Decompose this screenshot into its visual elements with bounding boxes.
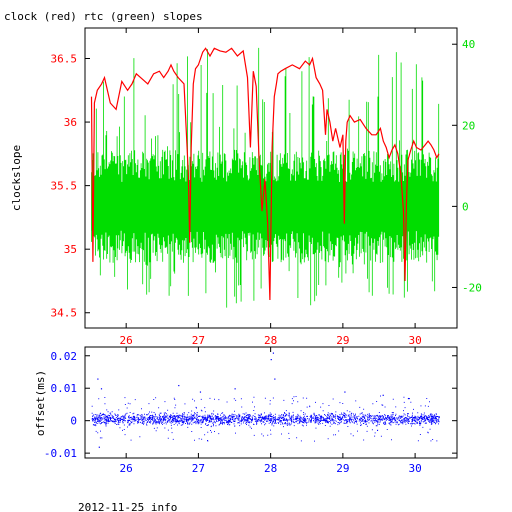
bottom-x-tick-label: 29	[336, 462, 349, 475]
offset-outlier-point	[272, 352, 275, 354]
offset-panel: 26 27 28 29 30 -0.01 0 0.01 0.02 offset(ms)	[34, 346, 458, 475]
top-left-y-axis: 34.5 35 35.5 36 36.5	[51, 53, 90, 320]
bottom-x-tick-label: 28	[264, 462, 277, 475]
offset-outlier-point	[178, 384, 180, 387]
top-x-tick-label: 30	[408, 334, 421, 347]
bottom-y-axis: -0.01 0 0.01 0.02	[44, 350, 457, 460]
chart-title: clock (red) rtc (green) slopes	[4, 10, 203, 23]
offset-plot-frame	[84, 346, 458, 459]
bottom-y-tick-label: 0.02	[51, 350, 78, 363]
offset-points	[91, 395, 440, 442]
top-y-tick-label: 36	[64, 116, 77, 129]
clock-series-red	[90, 47, 440, 301]
offset-outlier-point	[234, 388, 236, 390]
top-y2-tick-label: 40	[462, 38, 475, 51]
top-x-axis: 26 27 28 29 30	[120, 28, 422, 347]
slope-panel: 26 27 28 29 30 34.5 35 35.5 36 36.5 -20 0 20 40 clo…	[10, 27, 482, 347]
offset-outlier-point	[344, 391, 346, 393]
offset-series-blue	[91, 352, 440, 448]
offset-outlier-point	[97, 378, 99, 380]
offset-outlier-point	[382, 394, 384, 396]
top-y-tick-label: 34.5	[51, 307, 78, 320]
bottom-x-tick-label: 27	[192, 462, 205, 475]
bottom-x-tick-label: 26	[120, 462, 133, 475]
footer-date-info: 2012-11-25 info	[78, 501, 177, 512]
top-x-tick-label: 27	[192, 334, 205, 347]
offset-outlier-point	[100, 388, 103, 390]
top-y-axis-label: clockslope	[10, 145, 23, 211]
top-y-tick-label: 35	[64, 243, 77, 256]
offset-outlier-point	[270, 359, 272, 361]
bottom-y-axis-label: offset(ms)	[34, 370, 47, 436]
top-right-y-axis: -20 0 20 40	[452, 38, 482, 294]
offset-outlier-point	[98, 446, 100, 448]
top-x-tick-label: 29	[336, 334, 349, 347]
rtc-band-strokes	[91, 47, 440, 308]
offset-outlier-point	[407, 397, 410, 400]
top-y2-tick-label: 20	[462, 119, 475, 132]
bottom-x-axis: 26 27 28 29 30	[120, 347, 422, 475]
top-y-tick-label: 36.5	[51, 53, 78, 66]
top-y-tick-label: 35.5	[51, 180, 78, 193]
bottom-y-tick-label: 0	[70, 415, 77, 428]
rtc-series-green	[91, 47, 440, 308]
bottom-y-tick-label: -0.01	[44, 447, 77, 460]
top-x-tick-label: 26	[120, 334, 133, 347]
top-y2-tick-label: -20	[462, 281, 482, 294]
bottom-x-tick-label: 30	[408, 462, 421, 475]
top-y2-tick-label: 0	[462, 200, 469, 213]
bottom-y-tick-label: 0.01	[51, 382, 78, 395]
offset-outlier-point	[199, 391, 202, 393]
offset-outlier-point	[274, 378, 276, 380]
top-x-tick-label: 28	[264, 334, 277, 347]
